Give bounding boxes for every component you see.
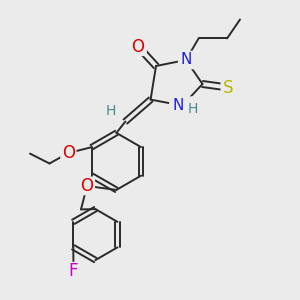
Text: N: N	[180, 52, 192, 68]
Text: N: N	[172, 98, 184, 113]
FancyBboxPatch shape	[66, 262, 81, 280]
FancyBboxPatch shape	[60, 144, 76, 162]
Text: O: O	[131, 38, 145, 56]
FancyBboxPatch shape	[104, 103, 118, 119]
FancyBboxPatch shape	[169, 96, 196, 115]
FancyBboxPatch shape	[79, 177, 95, 195]
Text: S: S	[223, 79, 234, 97]
FancyBboxPatch shape	[129, 37, 147, 56]
Text: F: F	[69, 262, 78, 280]
Text: O: O	[62, 144, 75, 162]
Text: O: O	[80, 177, 94, 195]
Text: H: H	[106, 104, 116, 118]
FancyBboxPatch shape	[220, 78, 237, 97]
Text: H: H	[188, 102, 198, 116]
FancyBboxPatch shape	[178, 51, 194, 69]
